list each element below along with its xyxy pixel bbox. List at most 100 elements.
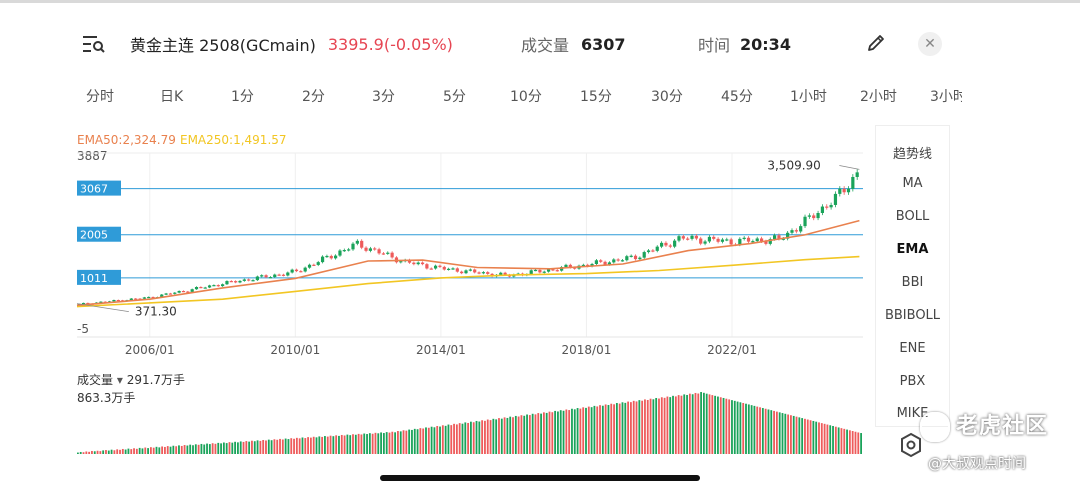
tab-daily[interactable]: 日K xyxy=(160,89,184,105)
volume-bar-up xyxy=(669,397,672,454)
indicator-bbiboll[interactable]: BBIBOLL xyxy=(884,308,941,323)
volume-bar-down xyxy=(826,424,829,454)
tab-2hour[interactable]: 2小时 xyxy=(860,89,897,105)
volume-bar-up xyxy=(722,397,725,454)
volume-bar-up xyxy=(231,442,234,454)
price-change: 3395.9(-0.05%) xyxy=(327,34,453,54)
candle-down xyxy=(438,265,442,267)
price-level-tag xyxy=(77,180,121,196)
indicator-boll[interactable]: BOLL xyxy=(895,209,930,224)
volume-bar-up xyxy=(781,413,784,454)
volume-bar-up xyxy=(287,439,290,454)
candle-up xyxy=(81,302,86,305)
volume-bar-down xyxy=(88,451,91,454)
candle-up xyxy=(707,236,712,242)
volume-bar-down xyxy=(265,440,267,454)
volume-max-label: 863.3万手 xyxy=(77,391,135,405)
volume-bar-up xyxy=(338,435,340,454)
volume-bar-down xyxy=(144,447,147,454)
time-info: 时间 20:34 xyxy=(698,30,791,58)
volume-bar-up xyxy=(399,431,402,454)
candle-up xyxy=(751,241,755,243)
volume-bar-up xyxy=(217,442,220,454)
tab-3min[interactable]: 3分 xyxy=(372,89,395,105)
candle-down xyxy=(329,255,333,259)
settings-hex-icon[interactable] xyxy=(899,432,923,458)
tab-5min[interactable]: 5分 xyxy=(443,89,466,105)
volume-bar-down xyxy=(133,448,135,454)
candle-up xyxy=(464,270,468,274)
volume-bar-down xyxy=(666,396,669,454)
volume-bar-down xyxy=(295,437,298,454)
tab-45min[interactable]: 45分 xyxy=(721,89,753,105)
tab-3hour[interactable]: 3小时 xyxy=(930,89,962,105)
volume-bar-up xyxy=(702,392,705,454)
volume-bar-down xyxy=(397,431,399,454)
volume-bar-down xyxy=(135,448,138,454)
candle-down xyxy=(764,241,768,244)
tab-30min[interactable]: 30分 xyxy=(651,89,683,105)
volume-bar-up xyxy=(624,402,627,454)
pencil-icon[interactable] xyxy=(866,33,886,53)
volume-bar-down xyxy=(551,412,554,454)
y-top-label: 3887 xyxy=(77,149,108,163)
tab-1hour[interactable]: 1小时 xyxy=(790,89,827,105)
x-tick-label: 2018/01 xyxy=(562,343,612,357)
indicator-ema[interactable]: EMA xyxy=(896,242,929,257)
candle-up xyxy=(334,255,338,259)
indicator-bbi[interactable]: BBI xyxy=(901,275,924,290)
volume-bar-up xyxy=(705,393,708,454)
indicator-trendline[interactable]: 趋势线 xyxy=(892,147,932,162)
candle-down xyxy=(686,238,690,240)
volume-bar-down xyxy=(854,431,857,454)
volume-bar-down xyxy=(321,436,324,454)
volume-bar-down xyxy=(596,406,599,454)
tab-timeshare[interactable]: 分时 xyxy=(86,89,114,105)
annotations: 3,509.90 371.30 xyxy=(76,158,860,319)
indicator-ma[interactable]: MA xyxy=(902,176,923,191)
candle-down xyxy=(234,281,238,283)
menu-search-icon[interactable] xyxy=(83,34,105,54)
volume-bars xyxy=(77,392,862,454)
volume-bar-up xyxy=(222,442,225,454)
candle-up xyxy=(851,176,855,189)
candle-down xyxy=(181,290,186,293)
volume-bar-up xyxy=(318,436,321,454)
volume-bar-down xyxy=(242,441,245,454)
volume-bar-up xyxy=(470,421,472,454)
x-axis-ticks: 2006/01 2010/01 2014/01 2018/01 2022/01 xyxy=(125,343,757,357)
volume-bar-up xyxy=(239,441,242,454)
indicator-mike[interactable]: MIKE xyxy=(896,406,929,421)
indicator-ene[interactable]: ENE xyxy=(899,341,926,356)
volume-bar-down xyxy=(790,415,792,454)
volume-bar-down xyxy=(708,394,711,454)
volume-bar-down xyxy=(279,438,281,454)
candle-down xyxy=(842,188,846,193)
volume-bar-up xyxy=(79,451,82,454)
candle-down xyxy=(381,253,386,255)
tab-10min[interactable]: 10分 xyxy=(510,89,542,105)
candle-up xyxy=(786,232,790,239)
tab-15min[interactable]: 15分 xyxy=(580,89,612,105)
volume-bar-up xyxy=(540,413,542,454)
tab-1min[interactable]: 1分 xyxy=(231,89,254,105)
candle-down xyxy=(407,260,412,263)
candle-up xyxy=(416,262,420,265)
volume-bar-up xyxy=(77,452,79,454)
candle-up xyxy=(194,286,199,290)
volume-bar-up xyxy=(382,433,385,454)
candle-up xyxy=(594,260,599,264)
volume-bar-up xyxy=(523,415,526,454)
kline-chart[interactable]: EMA50:2,324.79 EMA250:1,491.57 3887 -5 3… xyxy=(0,125,870,465)
close-button[interactable]: ✕ xyxy=(918,32,942,56)
volume-legend-label: 成交量 ▾ 291.7万手 xyxy=(77,372,185,387)
volume-bar-up xyxy=(576,408,579,454)
tab-2min[interactable]: 2分 xyxy=(302,89,325,105)
volume-bar-down xyxy=(599,405,601,454)
candle-down xyxy=(299,271,303,273)
indicator-pbx[interactable]: PBX xyxy=(899,374,926,389)
candle-down xyxy=(229,281,233,283)
volume-bar-up xyxy=(186,445,189,454)
candle-down xyxy=(573,267,577,269)
candle-up xyxy=(203,287,207,289)
